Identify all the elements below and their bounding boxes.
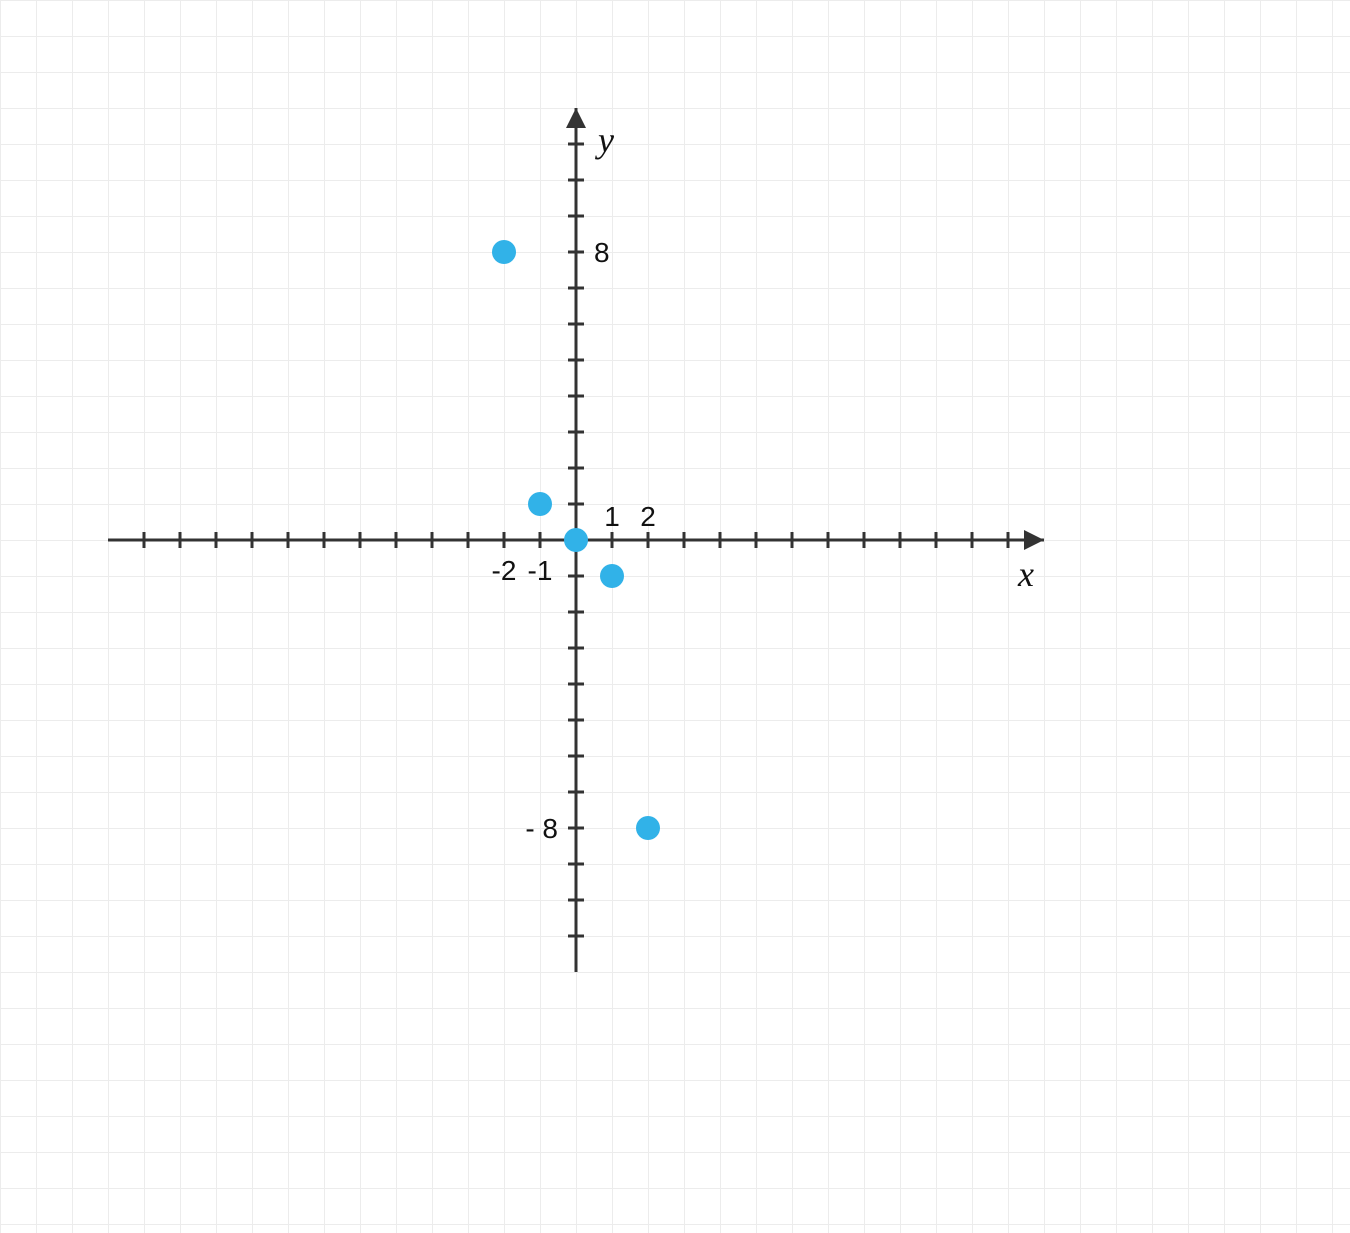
x-tick-label: 2 bbox=[640, 501, 656, 532]
data-point bbox=[636, 816, 660, 840]
x-axis-label: x bbox=[1017, 554, 1034, 594]
x-tick-label: -2 bbox=[492, 555, 517, 586]
chart-container: { "chart": { "type": "scatter", "width_p… bbox=[0, 0, 1350, 1233]
scatter-chart: -2 -1 12 8 - 8 x y bbox=[0, 0, 1350, 1233]
data-point bbox=[600, 564, 624, 588]
y-tick-label: 8 bbox=[594, 237, 610, 268]
data-point bbox=[528, 492, 552, 516]
x-tick-label: 1 bbox=[604, 501, 620, 532]
y-tick-label: - 8 bbox=[525, 813, 558, 844]
y-axis-label: y bbox=[595, 120, 614, 160]
data-point bbox=[492, 240, 516, 264]
data-point bbox=[564, 528, 588, 552]
x-tick-label: -1 bbox=[528, 555, 553, 586]
